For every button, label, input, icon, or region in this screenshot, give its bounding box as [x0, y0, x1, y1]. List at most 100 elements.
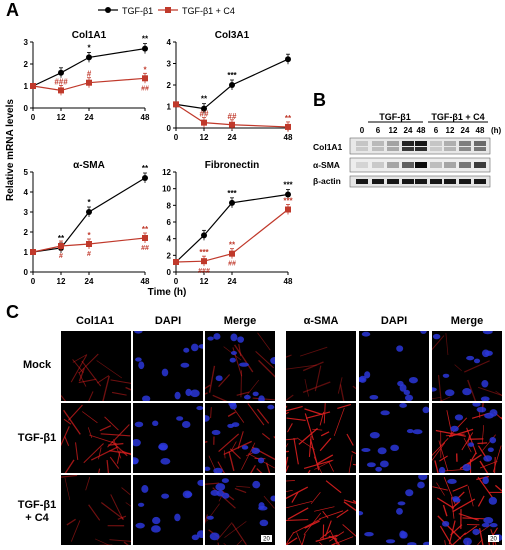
fiber: [286, 364, 317, 370]
fiber: [477, 495, 485, 507]
fiber: [217, 461, 225, 473]
fiber: [75, 442, 79, 460]
fiber: [477, 539, 483, 545]
fiber: [238, 344, 242, 357]
band-col1a1: [356, 147, 368, 151]
fiber: [352, 499, 356, 504]
micrograph-r0-c5: [432, 331, 502, 401]
fiber: [252, 397, 275, 401]
sig-label: ##: [228, 261, 236, 268]
fiber: [302, 361, 324, 372]
y-tick-label: 6: [167, 218, 172, 227]
lane-label: 12: [446, 126, 455, 135]
lane-label: 48: [417, 126, 426, 135]
series-line-1: [175, 103, 289, 128]
band-actin: [415, 179, 427, 184]
fiber: [494, 457, 496, 473]
blot-group-2-label: TGF-β1 + C4: [431, 112, 484, 122]
data-point: [142, 45, 148, 52]
fiber: [477, 476, 494, 498]
fiber: [298, 427, 318, 445]
nucleus: [196, 530, 203, 539]
micrograph-content: [432, 403, 502, 473]
nucleus: [422, 406, 429, 414]
nucleus: [213, 333, 221, 340]
fiber: [481, 425, 485, 445]
nucleus: [141, 485, 149, 493]
fiber: [263, 495, 275, 509]
data-point: [58, 87, 64, 94]
fiber: [331, 536, 354, 545]
fiber: [351, 450, 356, 455]
nucleus: [258, 395, 265, 401]
micro-row-label-tgf: TGF-β1: [17, 432, 57, 444]
fiber: [286, 480, 295, 482]
data-point: [86, 209, 92, 215]
fiber: [495, 390, 502, 396]
band-col1a1: [356, 141, 368, 146]
fiber: [109, 450, 131, 455]
band-actin: [387, 179, 399, 184]
micrograph-content: [286, 346, 356, 401]
fiber: [336, 509, 349, 519]
nucleus: [133, 439, 141, 447]
y-tick-label: 10: [162, 185, 171, 194]
fiber: [322, 510, 329, 519]
y-tick-label: 0: [167, 268, 172, 277]
fiber: [217, 542, 220, 545]
band-col1a1: [402, 141, 414, 146]
band-actin: [356, 179, 368, 184]
fiber: [286, 405, 288, 409]
micro-col-header-merge-1: Merge: [223, 315, 257, 327]
fiber: [286, 490, 293, 492]
fiber: [250, 464, 256, 473]
fiber: [78, 353, 99, 374]
nucleus: [161, 368, 169, 377]
fiber: [121, 487, 131, 496]
fiber: [64, 436, 70, 447]
nucleus: [191, 534, 200, 541]
nucleus: [152, 516, 161, 525]
fiber: [94, 538, 110, 545]
fiber: [125, 502, 131, 507]
nucleus: [259, 519, 269, 527]
band-asma: [372, 162, 384, 168]
blot-svg: TGF-β1 TGF-β1 + C4 (h) 0 6 12 24 48 6 12 24 48 C…: [313, 112, 502, 188]
fiber: [466, 427, 477, 455]
nucleus: [403, 389, 411, 396]
y-tick-label: 1: [24, 248, 29, 257]
nucleus: [366, 462, 376, 468]
fiber: [479, 460, 489, 473]
fiber: [70, 354, 88, 383]
lane-label: 12: [389, 126, 398, 135]
nucleus: [380, 410, 390, 416]
fiber: [63, 418, 72, 425]
nucleus: [151, 525, 161, 533]
micrograph-content: 20: [205, 478, 275, 545]
nucleus: [462, 388, 472, 396]
fiber: [100, 433, 131, 437]
micrograph-r1-c3: [286, 403, 356, 473]
legend-marker-series1: [105, 7, 111, 13]
micro-col-header-dapi-1: DAPI: [154, 315, 182, 327]
fiber: [461, 432, 474, 451]
fiber: [463, 437, 472, 453]
fiber: [444, 540, 446, 545]
nucleus: [396, 507, 403, 515]
y-tick-label: 3: [24, 38, 29, 47]
nucleus: [216, 490, 224, 497]
fiber: [296, 532, 303, 545]
nucleus: [134, 421, 144, 428]
data-point: [285, 191, 291, 198]
band-col1a1: [402, 147, 414, 151]
fiber: [218, 374, 231, 388]
fiber: [81, 360, 102, 387]
data-point: [30, 83, 36, 89]
sig-label: **: [142, 35, 149, 44]
micro-row-label-tgf-c4-line1: TGF-β1: [17, 499, 57, 511]
nucleus: [379, 460, 389, 468]
y-tick-label: 0: [24, 268, 29, 277]
micrograph-content: [361, 403, 429, 472]
